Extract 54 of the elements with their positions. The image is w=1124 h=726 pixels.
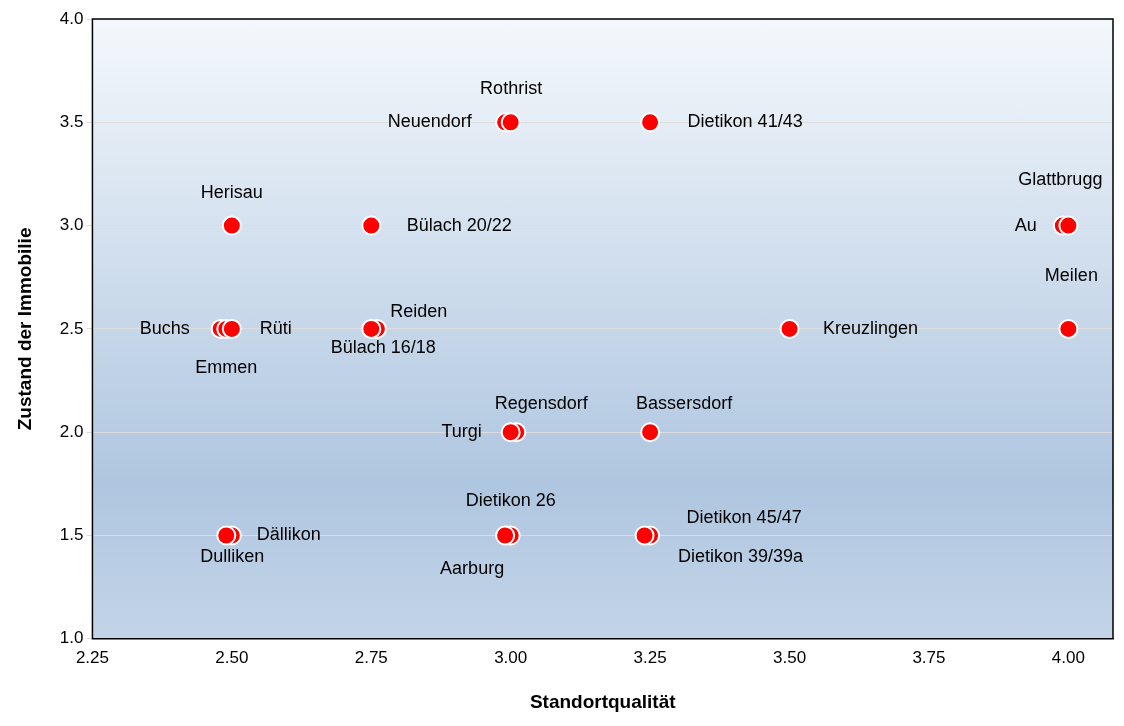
point xyxy=(779,318,800,339)
point xyxy=(640,112,661,133)
data-label: Dällikon xyxy=(256,524,321,545)
y-axis-title: Zustand der Immobilie xyxy=(13,227,35,431)
x-tick-label: 3.25 xyxy=(633,647,667,667)
x-tick-label: 3.00 xyxy=(494,647,528,667)
data-label: Dietikon 39/39a xyxy=(678,546,805,567)
data-label: Aarburg xyxy=(440,558,505,579)
point xyxy=(221,318,242,339)
y-tick-label: 1.5 xyxy=(59,525,84,545)
y-tick-label: 2.0 xyxy=(59,421,84,441)
y-tick-label: 3.5 xyxy=(59,111,84,131)
data-label: Turgi xyxy=(441,421,482,442)
y-tick-label: 1.0 xyxy=(59,628,84,648)
data-label: Glattbrugg xyxy=(1018,168,1103,189)
point xyxy=(500,112,521,133)
data-label: Buchs xyxy=(139,317,190,338)
data-label: Bülach 20/22 xyxy=(406,214,512,235)
y-tick-label: 3.0 xyxy=(59,215,84,235)
data-label: Dietikon 41/43 xyxy=(687,111,803,132)
point xyxy=(221,215,242,236)
y-tick-label: 2.5 xyxy=(59,318,84,338)
point xyxy=(500,422,521,443)
data-label: Rüti xyxy=(259,317,292,338)
point xyxy=(216,525,237,546)
data-label: Neuendorf xyxy=(387,111,473,132)
data-label: Dietikon 26 xyxy=(465,490,556,511)
data-label: Dulliken xyxy=(200,546,265,567)
point xyxy=(640,422,661,443)
x-tick-label: 2.75 xyxy=(354,647,388,667)
data-label: Herisau xyxy=(200,181,263,202)
data-label: Bülach 16/18 xyxy=(330,336,436,357)
data-label: Au xyxy=(1014,214,1037,235)
point xyxy=(495,525,516,546)
y-tick-label: 4.0 xyxy=(59,8,84,28)
point xyxy=(634,525,655,546)
x-tick-label: 2.50 xyxy=(215,647,249,667)
x-tick-label: 4.00 xyxy=(1051,647,1085,667)
point xyxy=(361,318,382,339)
data-label: Emmen xyxy=(195,356,258,377)
data-label: Bassersdorf xyxy=(636,393,734,414)
x-axis-title: Standortqualität xyxy=(529,690,677,712)
point xyxy=(1058,215,1079,236)
x-tick-label: 3.50 xyxy=(772,647,807,667)
x-tick-label: 2.25 xyxy=(75,647,109,667)
point xyxy=(1058,318,1079,339)
data-label: Rothrist xyxy=(480,78,543,99)
point xyxy=(361,215,382,236)
data-label: Meilen xyxy=(1044,264,1098,285)
x-tick-label: 3.75 xyxy=(912,647,946,667)
data-label: Dietikon 45/47 xyxy=(686,507,802,528)
data-label: Reiden xyxy=(390,300,448,321)
data-label: Kreuzlingen xyxy=(823,317,919,338)
data-label: Regensdorf xyxy=(494,393,589,414)
